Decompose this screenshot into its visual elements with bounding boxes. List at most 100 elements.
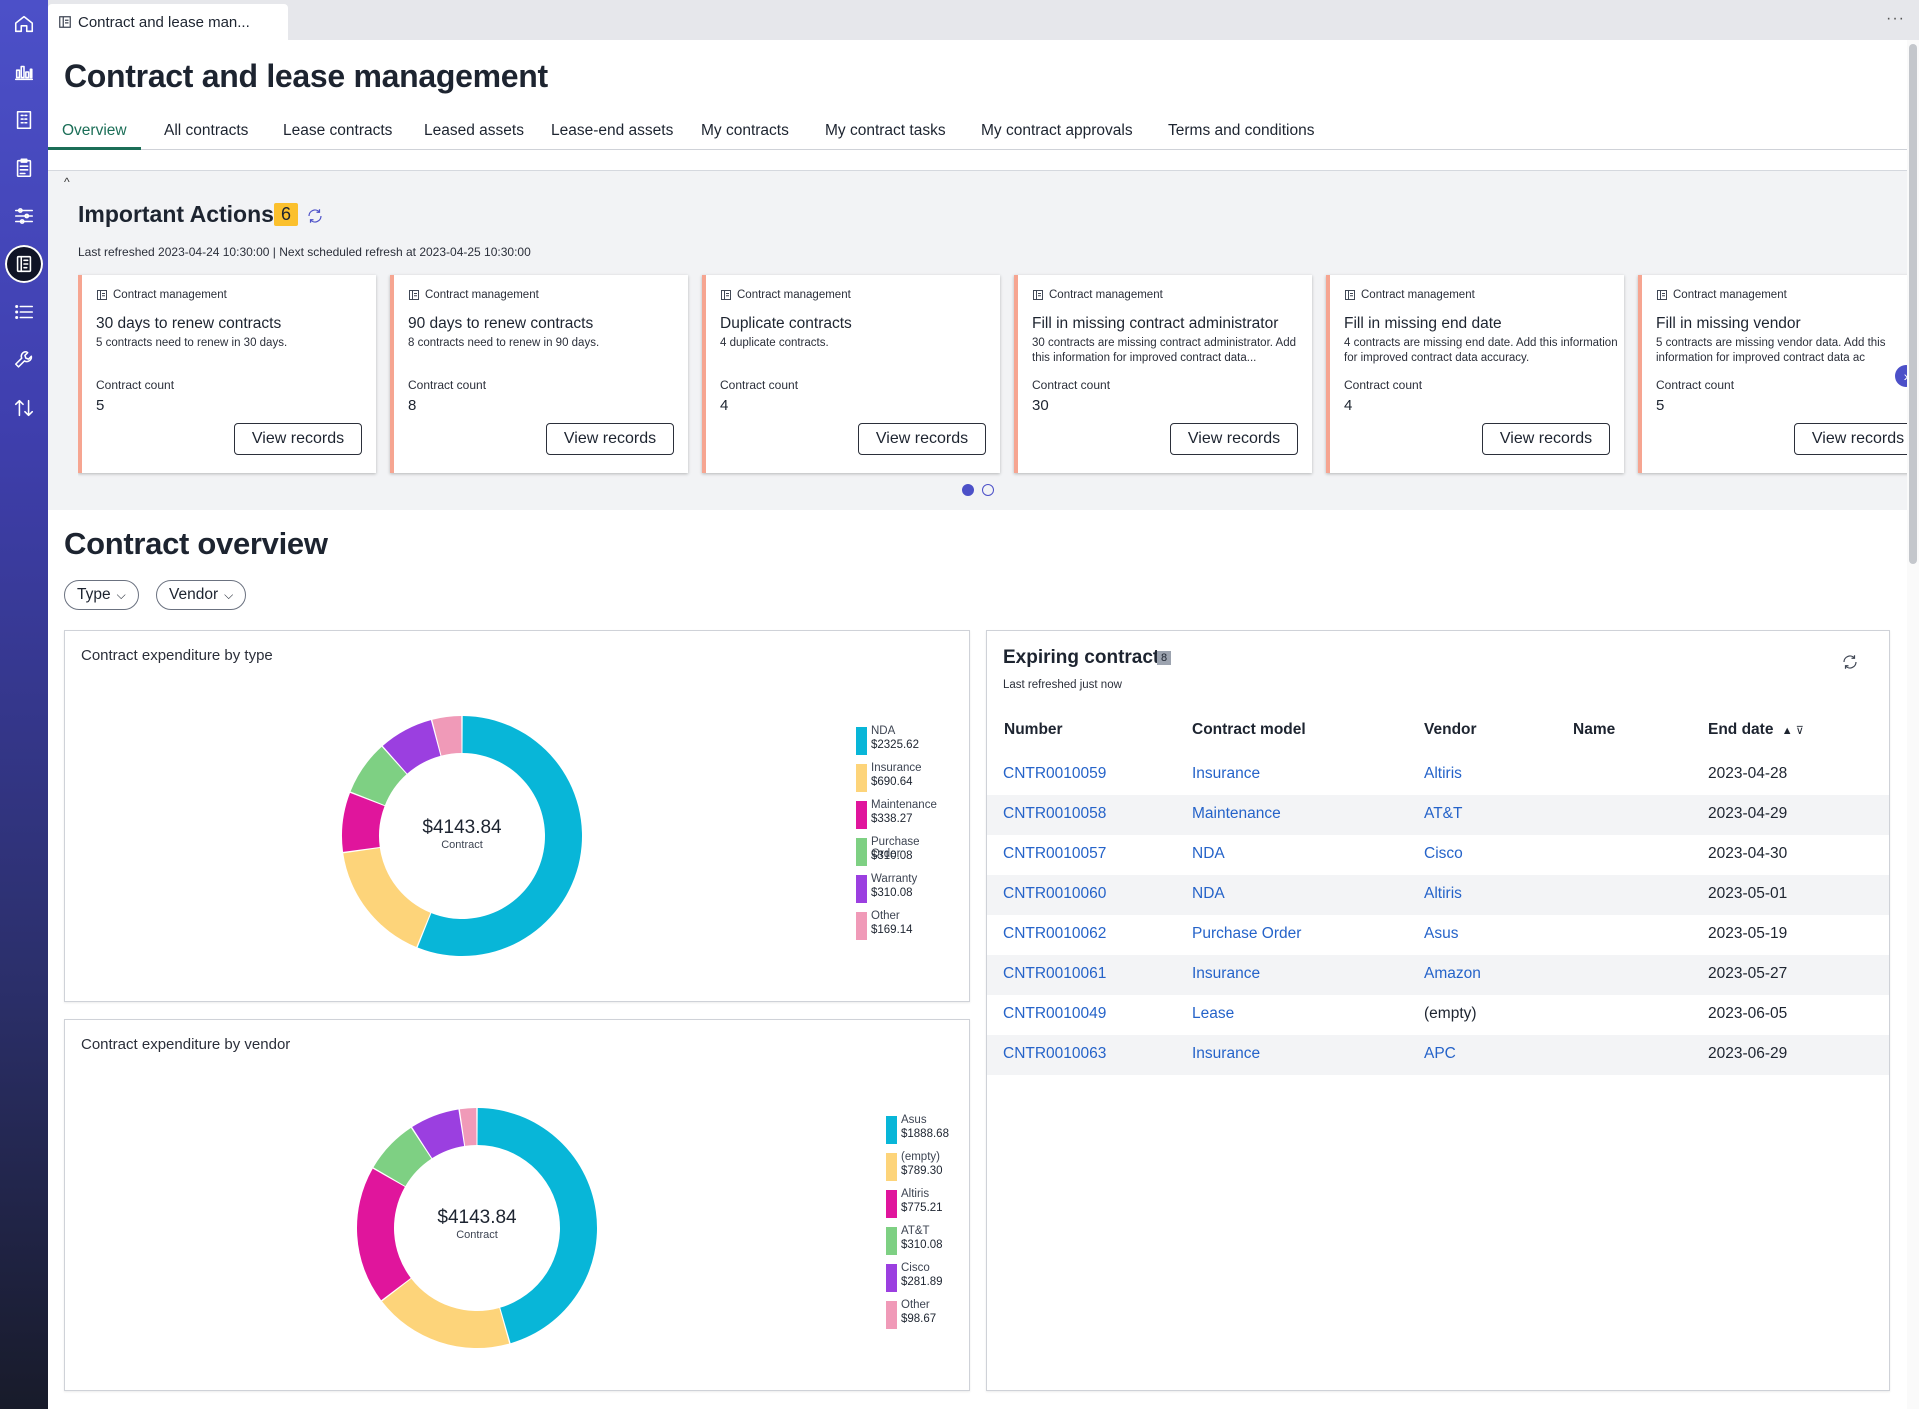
contract-model-link[interactable]: Lease <box>1192 1005 1235 1022</box>
contract-number-link[interactable]: CNTR0010059 <box>1003 765 1107 782</box>
vendor-cell[interactable]: APC <box>1424 1045 1456 1062</box>
donut-slice-insurance[interactable] <box>343 847 431 947</box>
legend-value: $1888.68 <box>901 1128 949 1140</box>
tab-leased-assets[interactable]: Leased assets <box>424 122 524 139</box>
building-icon[interactable] <box>8 104 40 136</box>
list-icon[interactable] <box>8 296 40 328</box>
view-records-button[interactable]: View records <box>1794 423 1919 455</box>
tab-all-contracts[interactable]: All contracts <box>164 122 249 139</box>
contract-number-link[interactable]: CNTR0010049 <box>1003 1005 1107 1022</box>
action-cards-carousel: Contract management 30 days to renew con… <box>78 171 1919 511</box>
refresh-icon[interactable] <box>1841 653 1859 676</box>
card-category: Contract management <box>720 289 851 301</box>
donut-slice-other[interactable] <box>432 716 462 756</box>
refresh-icon[interactable] <box>306 207 324 230</box>
clipboard-icon[interactable] <box>8 152 40 184</box>
carousel-dot-1[interactable] <box>962 484 974 496</box>
contract-icon[interactable] <box>5 245 43 283</box>
donut-slice-other[interactable] <box>459 1108 477 1146</box>
column-header-number[interactable]: Number <box>1004 721 1063 738</box>
tab-my-contracts[interactable]: My contracts <box>701 122 789 139</box>
donut-slice-cisco[interactable] <box>412 1109 465 1159</box>
legend-label: Maintenance <box>871 799 937 811</box>
wrench-icon[interactable] <box>8 344 40 376</box>
donut-slice-asus[interactable] <box>477 1108 597 1344</box>
legend-swatch <box>886 1190 897 1218</box>
tab-my-contract-tasks[interactable]: My contract tasks <box>825 122 946 139</box>
contract-number-link[interactable]: CNTR0010062 <box>1003 925 1107 942</box>
contract-model-link[interactable]: Insurance <box>1192 965 1261 982</box>
table-row[interactable]: CNTR0010058 Maintenance AT&T 2023-04-29 <box>987 795 1889 835</box>
donut-slice-maintenance[interactable] <box>342 792 385 852</box>
vendor-cell[interactable]: Altiris <box>1424 885 1462 902</box>
view-records-button[interactable]: View records <box>234 423 362 455</box>
tab-terms-and-conditions[interactable]: Terms and conditions <box>1168 122 1315 139</box>
tab-overview[interactable]: Overview <box>48 122 141 150</box>
table-row[interactable]: CNTR0010060 NDA Altiris 2023-05-01 <box>987 875 1889 915</box>
vendor-cell[interactable]: Altiris <box>1424 765 1462 782</box>
tab-my-contract-approvals[interactable]: My contract approvals <box>981 122 1133 139</box>
tab-lease-end-assets[interactable]: Lease-end assets <box>551 122 674 139</box>
legend-label: Other <box>901 1299 930 1311</box>
column-header-vendor[interactable]: Vendor <box>1424 721 1477 738</box>
card-count-value: 4 <box>1344 397 1353 414</box>
sort-filter-icon[interactable]: ▲ ⊽ <box>1781 725 1804 737</box>
card-category-label: Contract management <box>1673 289 1787 301</box>
browser-tab[interactable]: Contract and lease man... <box>48 4 288 40</box>
donut-slice-warranty[interactable] <box>382 720 441 774</box>
table-row[interactable]: CNTR0010063 Insurance APC 2023-06-29 <box>987 1035 1889 1075</box>
contract-model-link[interactable]: Purchase Order <box>1192 925 1302 942</box>
sliders-icon[interactable] <box>8 200 40 232</box>
important-actions-title: Important Actions <box>78 201 274 227</box>
column-header-end-date[interactable]: End date ▲ ⊽ <box>1708 721 1804 739</box>
view-records-button[interactable]: View records <box>1482 423 1610 455</box>
view-records-button[interactable]: View records <box>1170 423 1298 455</box>
table-row[interactable]: CNTR0010057 NDA Cisco 2023-04-30 <box>987 835 1889 875</box>
card-category-label: Contract management <box>113 289 227 301</box>
table-row[interactable]: CNTR0010062 Purchase Order Asus 2023-05-… <box>987 915 1889 955</box>
important-actions-count-badge: 6 <box>274 203 299 226</box>
collapse-icon[interactable]: ^ <box>64 175 70 189</box>
vendor-cell[interactable]: Cisco <box>1424 845 1463 862</box>
contract-model-link[interactable]: Insurance <box>1192 1045 1261 1062</box>
contract-model-link[interactable]: Insurance <box>1192 765 1261 782</box>
chart-icon[interactable] <box>8 56 40 88</box>
table-row[interactable]: CNTR0010061 Insurance Amazon 2023-05-27 <box>987 955 1889 995</box>
card-category: Contract management <box>1344 289 1475 301</box>
table-row[interactable]: CNTR0010049 Lease (empty) 2023-06-05 <box>987 995 1889 1035</box>
expiring-contract-count-badge: 8 <box>1157 651 1172 665</box>
view-records-button[interactable]: View records <box>546 423 674 455</box>
more-icon[interactable]: ··· <box>1886 10 1905 27</box>
scrollbar-thumb[interactable] <box>1909 44 1917 564</box>
donut-slice-altiris[interactable] <box>357 1168 411 1301</box>
donut-slice-empty[interactable] <box>382 1278 510 1348</box>
donut-slice-at-t[interactable] <box>373 1127 432 1187</box>
tab-lease-contracts[interactable]: Lease contracts <box>283 122 393 139</box>
vendor-cell[interactable]: Amazon <box>1424 965 1481 982</box>
legend-value: $98.67 <box>901 1313 937 1325</box>
vendor-filter-button[interactable]: Vendor ⌵ <box>156 580 247 610</box>
home-icon[interactable] <box>8 8 40 40</box>
contract-model-link[interactable]: NDA <box>1192 885 1225 902</box>
vendor-cell: (empty) <box>1424 1005 1477 1022</box>
donut-slice-nda[interactable] <box>417 716 582 956</box>
contract-number-link[interactable]: CNTR0010063 <box>1003 1045 1107 1062</box>
contract-model-link[interactable]: NDA <box>1192 845 1225 862</box>
view-records-button[interactable]: View records <box>858 423 986 455</box>
table-row[interactable]: CNTR0010059 Insurance Altiris 2023-04-28 <box>987 755 1889 795</box>
sort-arrows-icon[interactable] <box>8 392 40 424</box>
contract-number-link[interactable]: CNTR0010058 <box>1003 805 1107 822</box>
contract-number-link[interactable]: CNTR0010060 <box>1003 885 1107 902</box>
type-filter-button[interactable]: Type ⌵ <box>64 580 139 610</box>
column-header-name[interactable]: Name <box>1573 721 1616 738</box>
legend-label: Asus <box>901 1114 927 1126</box>
vendor-cell[interactable]: Asus <box>1424 925 1459 942</box>
carousel-dot-2[interactable] <box>982 484 994 496</box>
contract-number-link[interactable]: CNTR0010061 <box>1003 965 1107 982</box>
legend-swatch <box>856 838 867 866</box>
column-header-contract-model[interactable]: Contract model <box>1192 721 1306 738</box>
contract-model-link[interactable]: Maintenance <box>1192 805 1281 822</box>
vendor-cell[interactable]: AT&T <box>1424 805 1463 822</box>
contract-number-link[interactable]: CNTR0010057 <box>1003 845 1107 862</box>
donut-slice-purchase-order[interactable] <box>350 746 407 806</box>
